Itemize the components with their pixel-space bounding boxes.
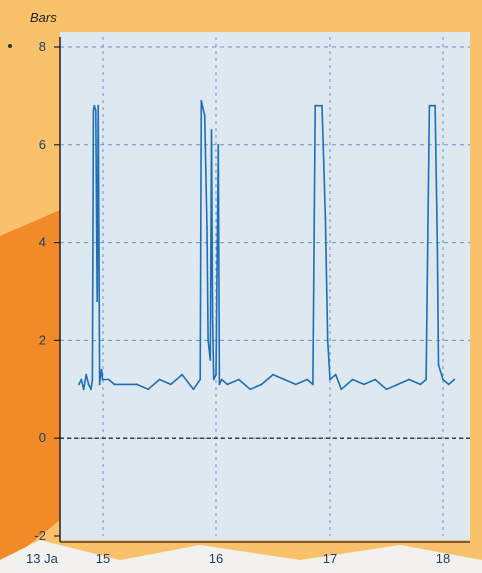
data-point (249, 388, 252, 391)
data-point (124, 383, 127, 386)
data-point (98, 383, 101, 386)
data-point (437, 363, 440, 366)
data-point (237, 378, 240, 381)
data-point (210, 129, 213, 132)
data-point (91, 378, 94, 381)
data-point (321, 104, 323, 107)
data-point (430, 104, 433, 107)
data-point (324, 217, 327, 220)
data-point (329, 378, 331, 381)
data-point (408, 378, 410, 381)
data-point (82, 388, 85, 391)
x-tick-label: 15 (96, 551, 110, 566)
data-point (326, 339, 329, 342)
data-point (95, 241, 98, 244)
data-point (385, 388, 388, 391)
data-point (113, 383, 116, 386)
data-point (99, 373, 102, 376)
y-tick-label: 2 (39, 332, 46, 347)
data-point (340, 388, 343, 391)
data-point (211, 315, 214, 317)
data-point (374, 378, 377, 381)
data-point (97, 104, 100, 107)
data-point (92, 109, 95, 112)
data-point (93, 104, 96, 107)
data-point (442, 378, 444, 381)
data-point (107, 378, 110, 381)
x-tick-label: 13 Ja (26, 551, 59, 566)
data-point (94, 109, 97, 112)
data-point (434, 104, 436, 107)
data-point (306, 378, 309, 381)
data-point (96, 300, 99, 303)
y-tick-label: 6 (39, 137, 46, 152)
x-tick-label: 16 (209, 551, 223, 566)
data-point (207, 339, 209, 342)
data-point (428, 104, 431, 107)
series-layer (78, 99, 456, 391)
y-axis-label: Bars (30, 10, 57, 25)
data-point (192, 388, 195, 391)
data-point (447, 383, 450, 386)
grid (60, 37, 470, 536)
data-point (220, 378, 223, 381)
data-point (147, 388, 150, 391)
data-point (136, 383, 138, 386)
data-point (100, 368, 103, 371)
orange-accent-shape (0, 210, 60, 560)
data-point (272, 373, 274, 376)
data-point (90, 388, 92, 391)
data-point (315, 104, 318, 107)
data-point (101, 378, 104, 381)
data-point (209, 359, 212, 361)
data-point (425, 378, 427, 381)
data-point (260, 383, 263, 386)
data-point (203, 114, 206, 117)
data-point (436, 241, 439, 244)
data-point (169, 383, 172, 386)
data-point (226, 383, 229, 386)
data-point (322, 143, 325, 146)
tick-labels: -2 0 2 4 6 8 13 Ja 15 16 17 18 (26, 39, 450, 566)
data-point (419, 383, 422, 386)
data-point (312, 383, 314, 386)
data-point (200, 99, 203, 102)
data-point (396, 383, 399, 386)
data-point (85, 373, 88, 376)
y-tick-label: 0 (39, 430, 46, 445)
axes (54, 37, 470, 543)
data-point (215, 373, 217, 376)
x-tick-label: 18 (436, 551, 450, 566)
data-point (283, 378, 286, 381)
data-point (217, 143, 220, 146)
data-point (199, 378, 202, 381)
plot-area (60, 32, 470, 540)
data-point (87, 383, 90, 386)
data-point (158, 378, 161, 381)
x-tick-label: 17 (323, 551, 337, 566)
data-point (206, 227, 208, 229)
data-point (78, 383, 80, 386)
data-point (453, 378, 456, 381)
data-point (80, 378, 83, 381)
y-tick-label: 4 (39, 235, 46, 250)
data-point (212, 378, 215, 381)
data-point (363, 383, 365, 386)
data-point (218, 383, 221, 386)
y-tick-label: -2 (34, 528, 46, 543)
data-point (351, 378, 354, 381)
data-point (98, 266, 101, 268)
y-tick-label: 8 (39, 39, 46, 54)
data-point (334, 373, 337, 376)
light-panel-shape (0, 540, 482, 573)
data-point (294, 383, 297, 386)
series-line (78, 100, 455, 391)
data-point (181, 373, 184, 376)
bullet-dot (8, 44, 12, 48)
